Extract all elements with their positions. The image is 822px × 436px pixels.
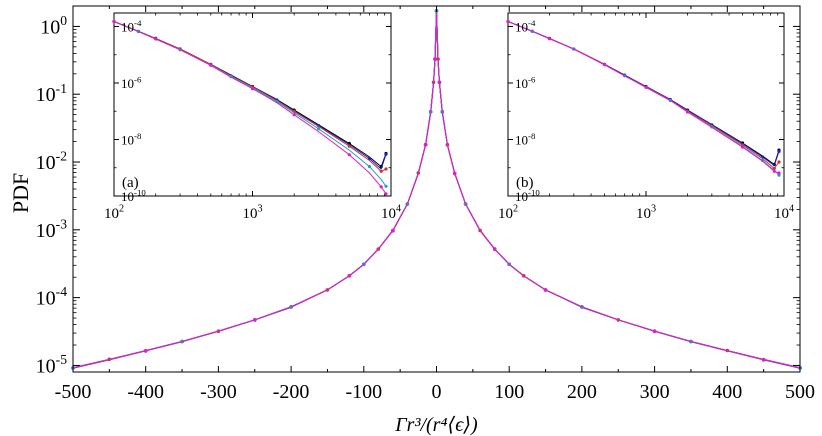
main-series-4-point bbox=[761, 357, 766, 362]
inset-x-tick-label: 104 bbox=[381, 204, 401, 222]
inset-series-2-point bbox=[384, 167, 388, 171]
inset-x-tick-label: 103 bbox=[242, 204, 262, 222]
main-y-tick-label: 100 bbox=[40, 13, 67, 38]
inset-frame bbox=[113, 12, 392, 197]
inset-series-4-point bbox=[685, 110, 690, 114]
inset-y-tick-label: 10-6 bbox=[121, 75, 142, 91]
inset-series-3-point bbox=[384, 184, 388, 188]
inset-series-4-point bbox=[209, 63, 213, 67]
inset-y-tick-label: 10-10 bbox=[121, 188, 146, 204]
inset-series-4-point bbox=[772, 169, 776, 173]
main-x-axis-label: Γr³/(r⁴⟨ϵ⟩) bbox=[394, 414, 478, 436]
main-series-4-point bbox=[347, 274, 352, 278]
inset-panel-label: (a) bbox=[122, 175, 139, 191]
main-series-4-point bbox=[452, 171, 457, 176]
main-y-tick-label: 10-3 bbox=[36, 216, 68, 241]
main-series-4-point bbox=[143, 348, 148, 353]
inset-series-3-point bbox=[367, 165, 372, 169]
inset-x-tick-label: 104 bbox=[774, 204, 794, 222]
main-x-tick-label: -500 bbox=[55, 381, 92, 403]
main-series-4-point bbox=[492, 247, 497, 251]
main-series-4-point bbox=[652, 329, 657, 334]
inset-series-4-point bbox=[112, 19, 116, 24]
inset-series-4-line bbox=[113, 21, 387, 195]
inset-y-tick-label: 10-6 bbox=[515, 75, 536, 91]
inset-frame bbox=[507, 12, 785, 197]
inset-series-4-point bbox=[384, 192, 388, 196]
inset-series-2-point bbox=[379, 169, 383, 173]
main-x-tick-label: -300 bbox=[200, 381, 237, 403]
inset-series-2-point bbox=[347, 144, 351, 148]
inset-x-tick-label: 103 bbox=[636, 204, 656, 222]
inset-y-tick-label: 10-8 bbox=[121, 131, 142, 147]
inset-y-tick-label: 10-4 bbox=[121, 18, 142, 34]
main-series-4-point bbox=[423, 142, 428, 147]
main-x-tick-label: 0 bbox=[432, 381, 442, 403]
main-y-tick-label: 10-2 bbox=[36, 149, 68, 174]
main-x-tick-label: 400 bbox=[712, 381, 742, 403]
main-x-tick-label: -200 bbox=[273, 381, 310, 403]
inset-series-4-point bbox=[154, 37, 158, 41]
inset-series-4-point bbox=[292, 113, 296, 117]
inset-y-tick-label: 10-8 bbox=[515, 131, 536, 147]
inset-series-4-point bbox=[379, 185, 383, 189]
main-series-4-point bbox=[433, 57, 437, 61]
inset-series-4-point bbox=[644, 85, 648, 89]
inset-series-3-point bbox=[317, 127, 321, 131]
main-series-4-point bbox=[543, 288, 548, 292]
main-series-4-point bbox=[253, 318, 257, 322]
inset-y-tick-label: 10-4 bbox=[515, 18, 536, 34]
main-x-tick-label: -100 bbox=[345, 381, 382, 403]
main-y-tick-label: 10-1 bbox=[36, 81, 67, 106]
inset-series-4-point bbox=[347, 153, 351, 157]
inset-a-plot: 102 103 104 10-10 10-8 10-6 10-4 (a) bbox=[104, 12, 401, 222]
inset-series-4-line bbox=[507, 21, 780, 174]
inset-series-1-point bbox=[384, 152, 388, 156]
inset-series-4-point bbox=[602, 63, 607, 67]
inset-series-1-point bbox=[777, 149, 781, 153]
main-plot: -500 -400 -300 -200 -100 0 100 200 300 400 500 10-5… bbox=[8, 5, 815, 436]
main-series-4-point bbox=[391, 228, 395, 233]
main-y-axis-label: PDF bbox=[8, 173, 33, 213]
inset-panel-label: (b) bbox=[516, 175, 534, 191]
inset-series-4-point bbox=[547, 37, 552, 41]
main-x-tick-label: 500 bbox=[785, 381, 815, 403]
main-y-tick-label: 10-5 bbox=[36, 352, 68, 377]
main-x-tick-label: 300 bbox=[640, 381, 670, 403]
inset-series-4-point bbox=[506, 19, 510, 24]
inset-x-tick-label: 102 bbox=[498, 204, 518, 222]
inset-series-4-point bbox=[777, 171, 781, 175]
main-x-tick-label: -400 bbox=[127, 381, 164, 403]
main-x-tick-label: 200 bbox=[567, 381, 597, 403]
inset-x-tick-label: 102 bbox=[104, 204, 124, 222]
inset-y-tick-label: 10-10 bbox=[515, 188, 540, 204]
inset-series-2-point bbox=[777, 160, 781, 164]
inset-b-plot: 102 103 104 10-10 10-8 10-6 10-4 (b) bbox=[498, 12, 794, 222]
main-y-tick-label: 10-4 bbox=[36, 284, 68, 309]
inset-series-4-point bbox=[740, 145, 745, 149]
main-series-4-point bbox=[437, 80, 442, 85]
main-x-tick-label: 100 bbox=[494, 381, 524, 403]
inset-series-4-point bbox=[250, 87, 255, 91]
